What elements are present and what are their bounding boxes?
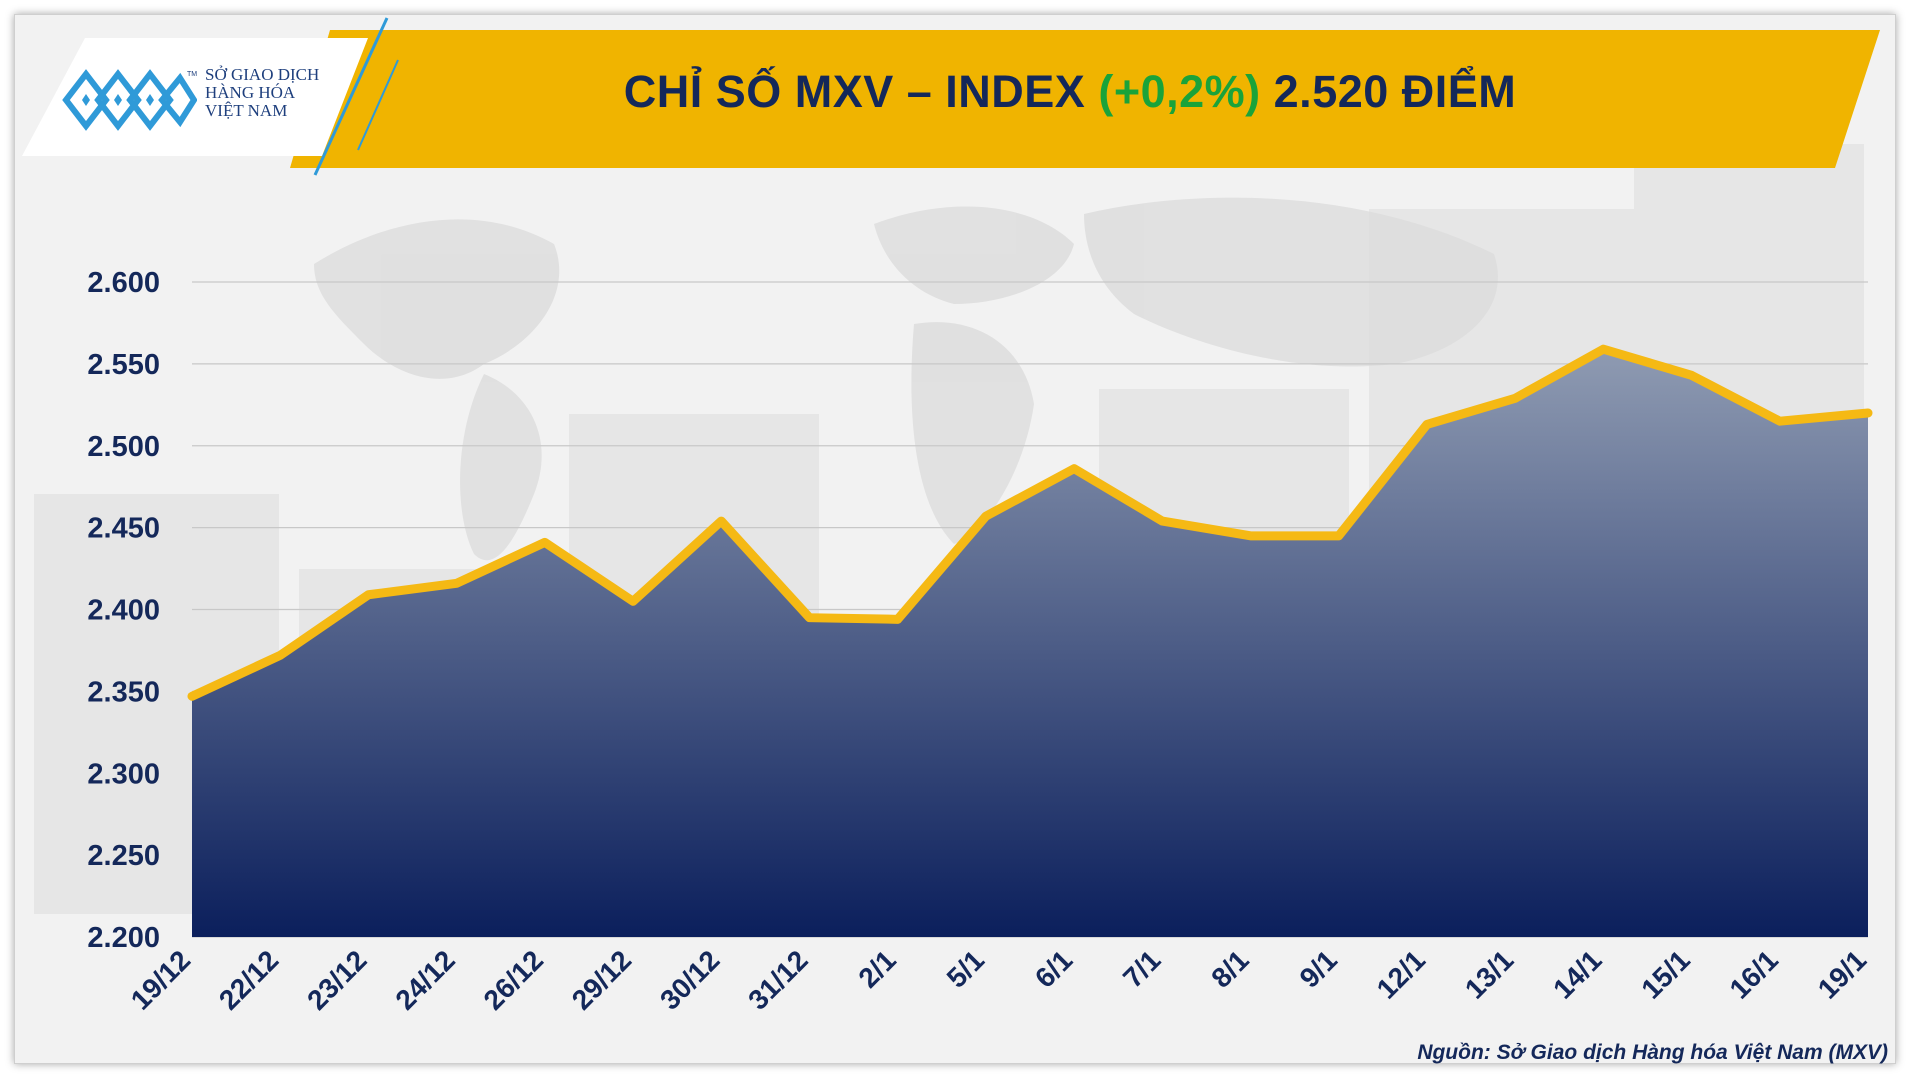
x-tick-label: 22/12 [213,944,284,1015]
data-point [1160,519,1165,524]
x-tick-label: 8/1 [1205,944,1254,993]
x-tick-label: 16/1 [1724,944,1784,1004]
data-point [454,581,459,586]
data-point [1777,419,1782,424]
title-prefix: CHỈ SỐ MXV – INDEX [623,66,1099,117]
x-tick-label: 7/1 [1117,944,1166,993]
x-axis-ticks: 19/12 22/12 23/12 24/12 26/12 29/12 30/12 31/12… [125,944,1872,1015]
y-tick-label: 2.600 [87,267,160,299]
data-point [1072,466,1077,471]
data-point [719,519,724,524]
data-point [1424,422,1429,427]
data-point [631,599,636,604]
title-banner [290,30,1880,168]
data-point [542,540,547,545]
y-tick-label: 2.450 [87,513,160,545]
mxv-logo-icon [62,69,197,131]
area-fill [192,349,1868,937]
x-tick-label: 24/12 [389,944,460,1015]
data-point [1689,373,1694,378]
banner-accent-line [313,17,389,176]
x-tick-label: 19/1 [1812,944,1872,1004]
title-change: (+0,2%) [1098,66,1261,117]
x-tick-label: 26/12 [478,944,549,1015]
data-point [1866,411,1870,415]
data-point [983,514,988,519]
y-tick-label: 2.500 [87,431,160,463]
x-tick-label: 15/1 [1635,944,1695,1004]
data-point [366,592,371,597]
x-tick-label: 19/12 [125,944,196,1015]
trademark-mark: TM [187,71,198,78]
data-point [1601,347,1606,352]
x-tick-label: 29/12 [566,944,637,1015]
data-point [278,653,283,658]
source-note: Nguồn: Sở Giao dịch Hàng hóa Việt Nam (M… [1417,1041,1888,1064]
area-layer [187,344,1873,937]
banner-accent-line-2 [357,59,399,151]
logo-line-1: SỞ GIAO DỊCH [205,65,320,84]
chart-title: CHỈ SỐ MXV – INDEX (+0,2%) 2.520 ĐIỂM [360,66,1780,118]
y-tick-label: 2.250 [87,840,160,872]
series-line [187,344,1873,701]
x-tick-label: 6/1 [1029,944,1078,993]
y-tick-label: 2.350 [87,676,160,708]
title-suffix: 2.520 ĐIỂM [1260,66,1517,117]
data-point [1513,396,1518,401]
logo-line-2: HÀNG HÓA [205,83,296,102]
x-tick-label: 13/1 [1459,944,1519,1004]
logo-line-3: VIỆT NAM [205,101,288,120]
data-point [1336,533,1341,538]
x-tick-label: 14/1 [1547,944,1607,1004]
x-tick-label: 12/1 [1371,944,1431,1004]
y-tick-label: 2.200 [87,922,160,954]
x-tick-label: 2/1 [852,944,901,993]
y-tick-label: 2.550 [87,349,160,381]
data-point [1248,533,1253,538]
y-axis-ticks: 2.200 2.250 2.300 2.350 2.400 2.450 2.500 2.550… [87,267,160,954]
logo-text: SỞ GIAO DỊCH HÀNG HÓA VIỆT NAM [205,66,365,120]
x-tick-label: 23/12 [301,944,372,1015]
x-tick-label: 5/1 [941,944,990,993]
x-tick-label: 31/12 [742,944,813,1015]
data-point [895,617,900,622]
data-point [190,694,194,699]
y-tick-label: 2.400 [87,595,160,627]
x-tick-label: 30/12 [654,944,725,1015]
y-tick-label: 2.300 [87,758,160,790]
header-banner [22,17,1880,176]
x-tick-label: 9/1 [1294,944,1343,993]
data-point [807,615,812,620]
